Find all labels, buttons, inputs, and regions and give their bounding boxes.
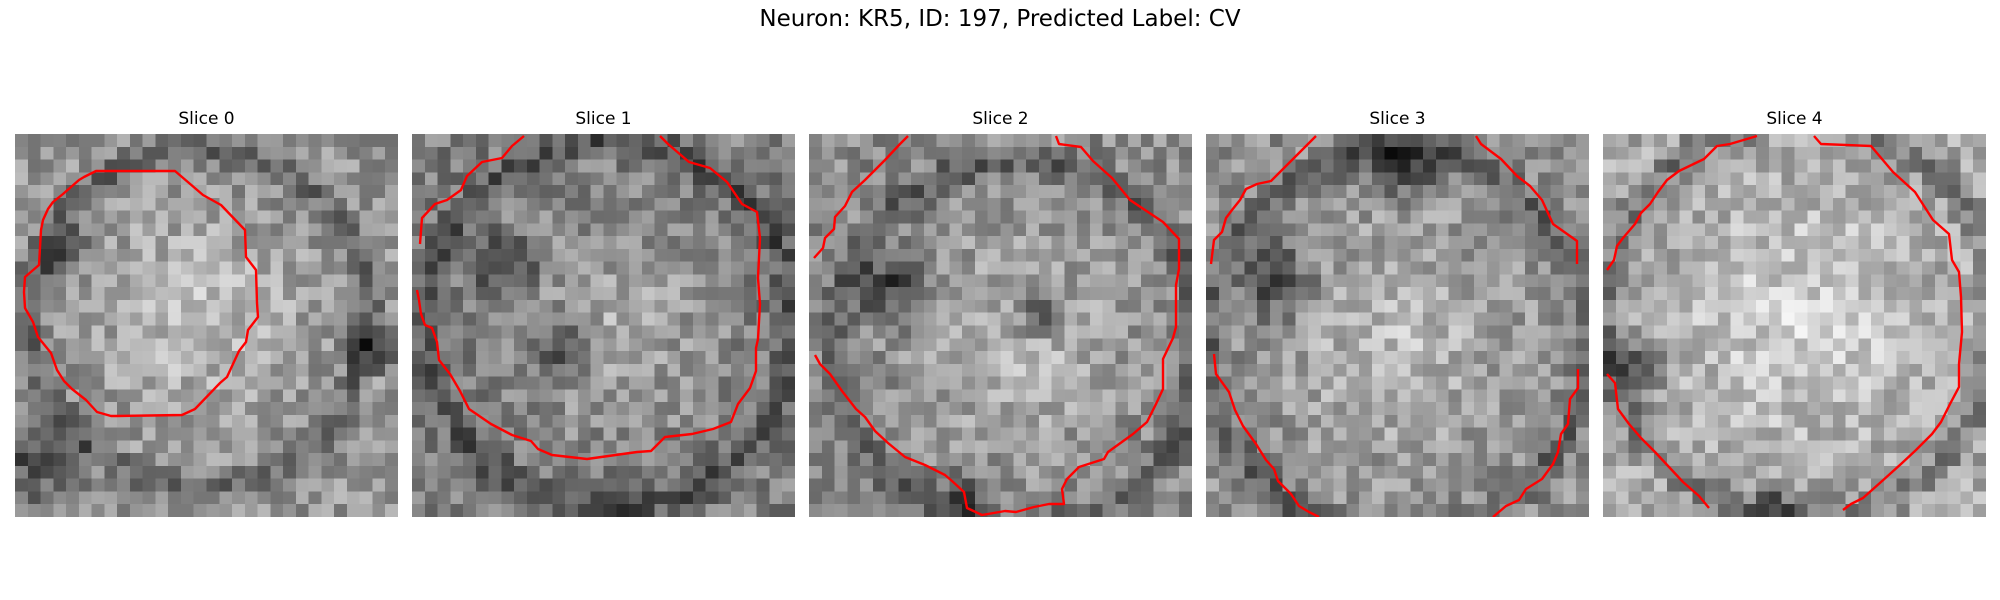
slice-0-panel xyxy=(15,134,398,517)
slice-1-panel xyxy=(412,134,795,517)
figure-title: Neuron: KR5, ID: 197, Predicted Label: C… xyxy=(759,6,1241,32)
slice-3-title: Slice 3 xyxy=(1369,109,1426,129)
slice-1-image xyxy=(412,134,795,517)
slice-0-title: Slice 0 xyxy=(178,109,235,129)
slice-4-title: Slice 4 xyxy=(1766,109,1823,129)
slice-3-image xyxy=(1206,134,1589,517)
slice-1-title: Slice 1 xyxy=(575,109,632,129)
slice-3-panel xyxy=(1206,134,1589,517)
slice-2-title: Slice 2 xyxy=(972,109,1029,129)
slice-1-contour xyxy=(415,135,762,461)
slice-4-contour xyxy=(1606,134,1964,511)
slice-4-image xyxy=(1603,134,1986,517)
slice-2-panel xyxy=(809,134,1192,517)
slice-3-contour xyxy=(1209,135,1580,517)
slice-2-contour xyxy=(813,135,1181,517)
slice-4-panel xyxy=(1603,134,1986,517)
slice-0-contour xyxy=(22,169,260,418)
